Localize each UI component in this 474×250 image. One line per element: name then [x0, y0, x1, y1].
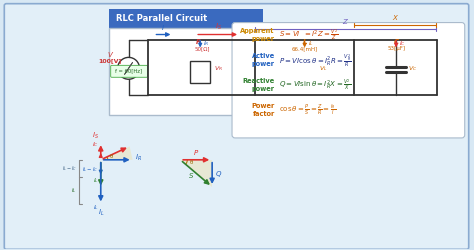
Text: f = 60[Hz]: f = 60[Hz] — [115, 69, 142, 74]
Text: $I_R$: $I_R$ — [203, 39, 210, 48]
Bar — [109, 28, 457, 115]
Text: $P$: $P$ — [193, 148, 200, 157]
Text: Power
factor: Power factor — [252, 103, 275, 117]
Text: $Q = VI\sin\theta = I_R^2 X = \frac{V^2}{X}$: $Q = VI\sin\theta = I_R^2 X = \frac{V^2}… — [279, 78, 351, 93]
Text: 100[V]: 100[V] — [98, 58, 121, 63]
Text: θ: θ — [189, 160, 192, 165]
Text: Reactive
power: Reactive power — [243, 78, 275, 92]
FancyBboxPatch shape — [111, 65, 147, 77]
Text: $Z$: $Z$ — [342, 16, 349, 26]
Text: $I_L$: $I_L$ — [93, 203, 99, 212]
Text: Apparent
power: Apparent power — [240, 28, 275, 42]
Text: 53[μF]: 53[μF] — [387, 46, 405, 51]
Text: $I$: $I$ — [162, 22, 165, 32]
Text: $P = VI\cos\theta = I_R^2 R = \frac{V_R^2}{R}$: $P = VI\cos\theta = I_R^2 R = \frac{V_R^… — [279, 52, 352, 69]
Text: $\cos\theta = \frac{P}{S} = \frac{Z}{R} = \frac{I_R}{I}$: $\cos\theta = \frac{P}{S} = \frac{Z}{R} … — [279, 102, 336, 118]
Text: $I_L$: $I_L$ — [93, 176, 99, 185]
Text: C: C — [393, 40, 399, 46]
FancyBboxPatch shape — [232, 22, 465, 138]
Text: $I_R$: $I_R$ — [135, 153, 142, 163]
Text: $I_L$: $I_L$ — [98, 208, 104, 218]
Text: 50[Ω]: 50[Ω] — [194, 46, 210, 51]
Text: $I_L$: $I_L$ — [72, 186, 77, 195]
Text: $I_C$: $I_C$ — [399, 39, 406, 48]
Text: $S = VI \;\; = I^2Z = \frac{V^2}{Z}$: $S = VI \;\; = I^2Z = \frac{V^2}{Z}$ — [279, 28, 338, 43]
Text: 66.4[mH]: 66.4[mH] — [292, 46, 318, 51]
Text: Active
power: Active power — [252, 53, 275, 67]
Polygon shape — [180, 160, 212, 187]
Text: $I_{L}-I_C$: $I_{L}-I_C$ — [62, 164, 77, 173]
Text: $V_C$: $V_C$ — [408, 64, 418, 73]
Text: $I_C$: $I_C$ — [92, 140, 99, 149]
Text: $I_{L}-I_C$: $I_{L}-I_C$ — [82, 165, 99, 174]
Text: L: L — [302, 40, 307, 46]
Text: $V_R$: $V_R$ — [214, 64, 223, 73]
Text: $I_S$: $I_S$ — [215, 21, 222, 32]
Text: $I_L$: $I_L$ — [308, 39, 314, 48]
Text: R: R — [196, 40, 201, 46]
Text: $V_L$: $V_L$ — [319, 64, 327, 73]
Text: $Q$: $Q$ — [215, 169, 222, 179]
Text: V: V — [107, 52, 112, 59]
Polygon shape — [101, 146, 133, 160]
Text: $S$: $S$ — [189, 171, 195, 180]
Text: θ: θ — [109, 154, 113, 159]
Text: RLC Parallel Circuit: RLC Parallel Circuit — [116, 14, 207, 23]
Bar — [190, 61, 210, 83]
Bar — [109, 9, 263, 28]
Text: $I_S$: $I_S$ — [92, 130, 99, 141]
FancyBboxPatch shape — [4, 4, 469, 249]
Text: $X$: $X$ — [392, 12, 399, 22]
